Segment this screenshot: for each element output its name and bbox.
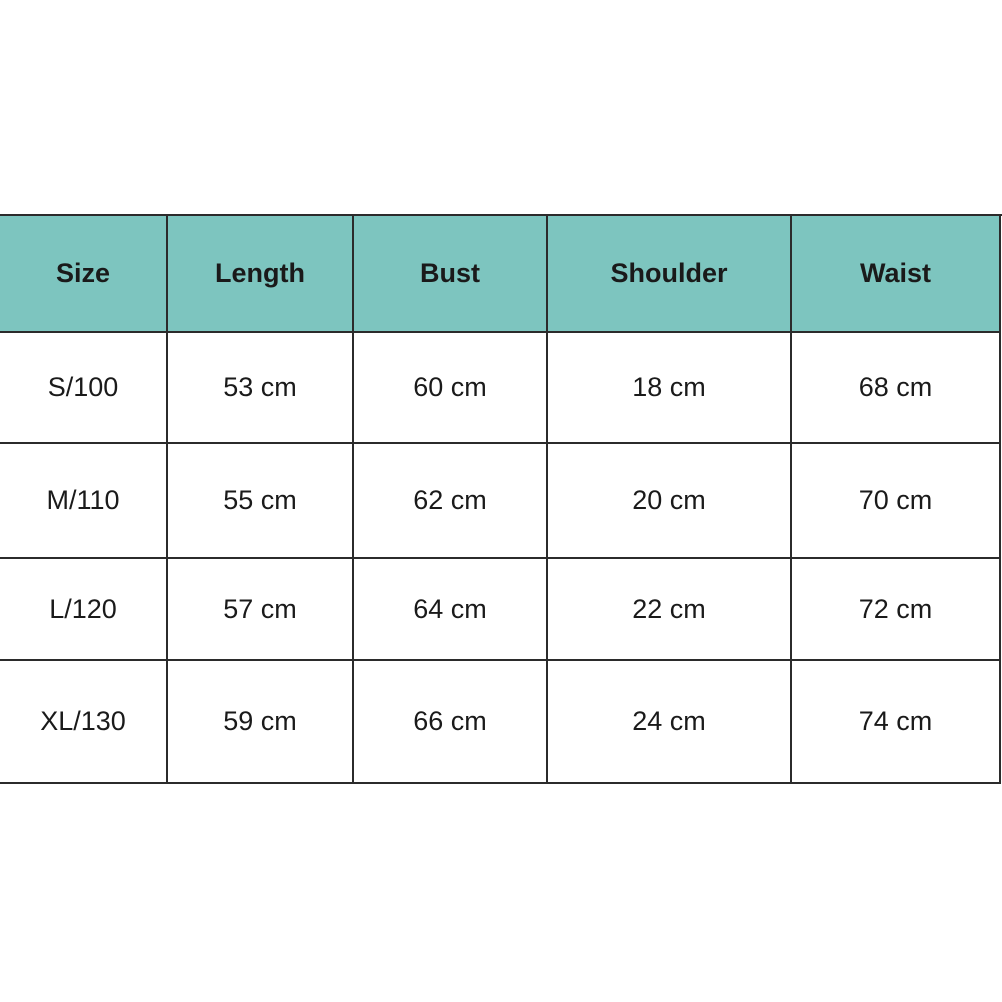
table-cell: 60 cm — [354, 333, 548, 444]
table-cell: S/100 — [0, 333, 168, 444]
table-cell: 68 cm — [792, 333, 1001, 444]
table-cell: 70 cm — [792, 444, 1001, 559]
table-cell: 66 cm — [354, 661, 548, 784]
table-cell: 53 cm — [168, 333, 354, 444]
header-cell: Shoulder — [548, 216, 792, 333]
header-cell: Waist — [792, 216, 1001, 333]
table-cell: XL/130 — [0, 661, 168, 784]
table-cell: 24 cm — [548, 661, 792, 784]
table-cell: 72 cm — [792, 559, 1001, 661]
header-cell: Size — [0, 216, 168, 333]
table-cell: 59 cm — [168, 661, 354, 784]
table-cell: 18 cm — [548, 333, 792, 444]
table-top-border — [0, 214, 1002, 216]
header-cell: Bust — [354, 216, 548, 333]
table-cell: 20 cm — [548, 444, 792, 559]
table-cell: 57 cm — [168, 559, 354, 661]
table-cell: 64 cm — [354, 559, 548, 661]
table-cell: 62 cm — [354, 444, 548, 559]
table-cell: 55 cm — [168, 444, 354, 559]
table-cell: 74 cm — [792, 661, 1001, 784]
table-cell: M/110 — [0, 444, 168, 559]
table-cell: 22 cm — [548, 559, 792, 661]
table-cell: L/120 — [0, 559, 168, 661]
header-cell: Length — [168, 216, 354, 333]
